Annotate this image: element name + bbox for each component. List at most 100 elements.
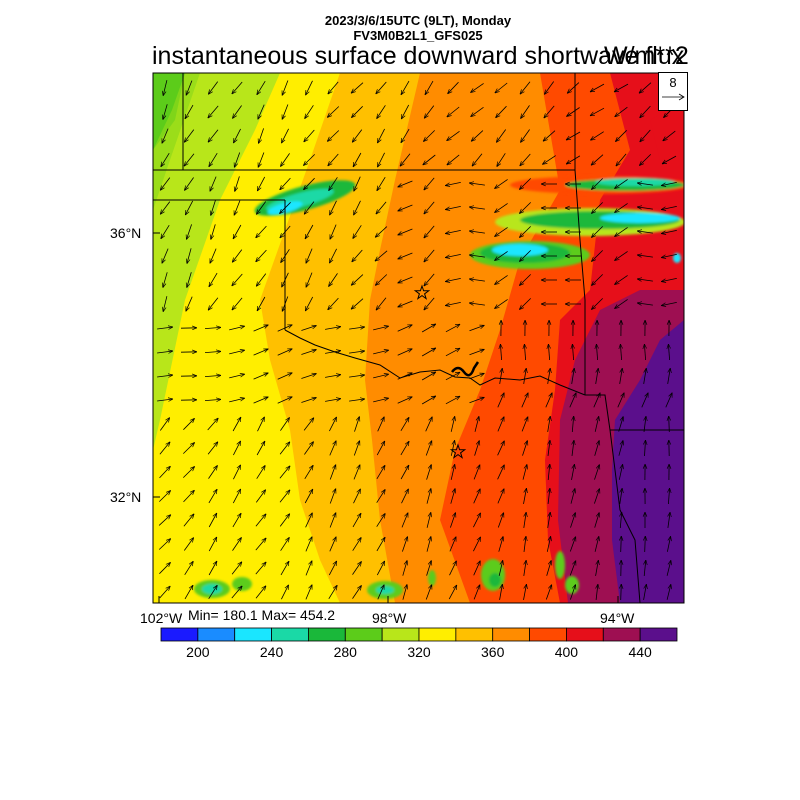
wind-vector-arrow <box>255 562 266 575</box>
wind-vector-arrow <box>257 80 266 95</box>
wind-vector-arrow <box>591 178 603 189</box>
wind-vector-arrow <box>376 561 384 576</box>
wind-vector-arrow <box>474 440 480 456</box>
wind-vector-arrow <box>229 398 245 403</box>
wind-vector-arrow <box>163 296 168 312</box>
wind-vector-arrow <box>595 560 599 576</box>
wind-vector-arrow <box>352 585 362 599</box>
wind-vector-arrow <box>572 416 573 433</box>
wind-vector-arrow <box>401 80 410 95</box>
wind-vector-arrow <box>208 465 218 479</box>
wind-vector-arrow <box>373 326 389 331</box>
wind-vector-arrow <box>328 561 336 576</box>
wind-vector-arrow <box>637 255 653 257</box>
wind-vector-arrow <box>352 129 363 143</box>
lat-label-36n: 36°N <box>110 225 142 241</box>
wind-vector-arrow <box>232 417 241 432</box>
wind-vector-arrow <box>523 488 527 504</box>
wind-vector-arrow <box>548 440 550 456</box>
wind-vector-arrow <box>548 464 550 481</box>
colorbar-label: 320 <box>407 644 431 660</box>
wind-vector-arrow <box>615 106 628 117</box>
wind-vector-arrow <box>375 226 388 238</box>
wind-vector-arrow <box>401 513 409 528</box>
wind-vector-arrow <box>159 490 170 502</box>
wind-vector-arrow <box>329 177 338 190</box>
wind-vector-arrow <box>185 80 193 96</box>
wind-vector-arrow <box>473 585 481 600</box>
wind-vector-arrow <box>229 350 245 355</box>
wind-vector-arrow <box>157 351 173 353</box>
wind-vector-arrow <box>329 224 337 240</box>
wind-vector-arrow <box>447 106 460 117</box>
wind-vector-arrow <box>229 374 245 379</box>
wind-vector-arrow <box>281 585 288 600</box>
wind-vector-arrow <box>373 374 389 379</box>
wind-vector-arrow <box>281 128 289 143</box>
wind-vector-arrow <box>229 326 245 331</box>
model-name: FV3M0B2L1_GFS025 <box>353 28 483 43</box>
wind-vector-arrow <box>519 250 531 261</box>
wind-vector-arrow <box>377 128 385 143</box>
wind-vector-arrow <box>329 513 336 528</box>
wind-vector-arrow <box>426 488 431 504</box>
wind-vector-arrow <box>544 105 555 118</box>
wind-vector-arrow <box>233 224 242 239</box>
wind-vector-arrow <box>258 152 265 168</box>
wind-vector-arrow <box>232 513 241 528</box>
wind-vector-arrow <box>566 107 580 117</box>
wind-vector-arrow <box>450 512 455 528</box>
wind-vector-arrow <box>329 248 337 263</box>
wind-vector-arrow <box>644 344 645 361</box>
wind-vector-arrow <box>637 231 653 233</box>
wind-vector-arrow <box>548 488 550 504</box>
wind-vector-arrow <box>424 105 435 119</box>
wind-vector-arrow <box>256 465 266 479</box>
wind-vector-arrow <box>445 206 461 209</box>
wind-vector-arrow <box>400 465 409 480</box>
wind-vector-arrow <box>353 441 359 456</box>
colorbar-swatch <box>344 627 383 642</box>
wind-vector-arrow <box>353 465 361 480</box>
wind-vector-arrow <box>328 153 339 166</box>
wind-vector-arrow <box>256 249 267 262</box>
wind-vector-arrow <box>208 537 217 552</box>
wind-vector-arrow <box>469 397 485 404</box>
wind-vector-arrow <box>661 206 677 209</box>
wind-vector-arrow <box>208 105 219 118</box>
wind-vector-arrow <box>257 417 265 432</box>
wind-vector-arrow <box>349 375 365 377</box>
wind-vector-arrow <box>497 441 505 456</box>
wind-vector-arrow <box>232 489 240 504</box>
wind-vector-arrow <box>185 296 193 312</box>
wind-vector-arrow <box>643 584 647 600</box>
wind-vector-arrow <box>184 177 194 191</box>
wind-vector-arrow <box>519 226 531 237</box>
wind-vector-arrow <box>426 536 431 552</box>
wind-vector-arrow <box>233 200 241 216</box>
wind-vector-arrow <box>325 375 341 378</box>
wind-vector-arrow <box>280 537 290 551</box>
wind-vector-arrow <box>233 441 240 456</box>
lon-label-102w: 102°W <box>140 610 183 626</box>
wind-vector-arrow <box>349 327 365 329</box>
wind-vector-arrow <box>425 585 432 600</box>
wind-vector-arrow <box>448 585 457 600</box>
wind-vector-arrow <box>494 275 508 284</box>
wind-vector-arrow <box>570 488 575 504</box>
wind-vector-arrow <box>183 514 194 527</box>
wind-vector-arrow <box>667 536 670 552</box>
wind-vector-arrow <box>594 488 599 504</box>
colorbar-swatch <box>639 627 678 642</box>
wind-vector-arrow <box>590 107 605 116</box>
wind-vector-arrow <box>184 129 195 143</box>
wind-vector-arrow <box>209 272 218 287</box>
wind-vector-arrow <box>668 512 670 528</box>
wind-vector-arrow <box>620 512 621 529</box>
wind-vector-arrow <box>351 274 364 286</box>
wind-vector-arrow <box>521 105 530 118</box>
wind-vector-arrow <box>572 344 573 361</box>
wind-vector-arrow <box>305 296 314 311</box>
wind-vector-arrow <box>161 128 169 144</box>
wind-vectors <box>157 80 677 601</box>
